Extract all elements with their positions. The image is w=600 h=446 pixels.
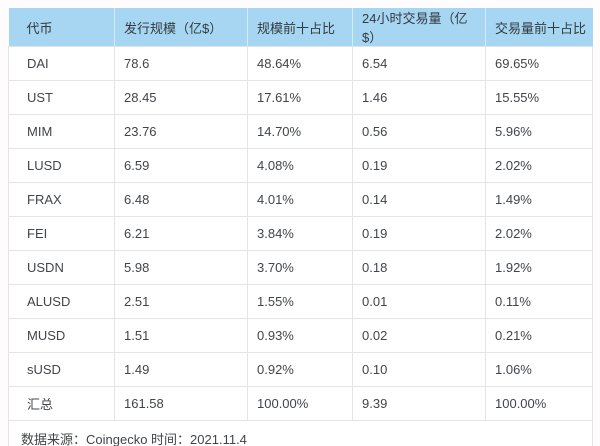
column-header-0: 代币 xyxy=(8,8,115,47)
cell: 1.55% xyxy=(247,284,353,319)
column-header-1: 发行规模（亿$） xyxy=(114,8,248,47)
cell: 6.59 xyxy=(114,148,248,183)
cell: DAI xyxy=(8,46,115,81)
table-row: UST 28.45 17.61% 1.46 15.55% xyxy=(8,80,593,115)
table-row: DAI 78.6 48.64% 6.54 69.65% xyxy=(8,46,593,81)
cell: 1.06% xyxy=(485,352,593,387)
cell: 0.19 xyxy=(352,148,486,183)
table-header-row: 代币 发行规模（亿$） 规模前十占比 24小时交易量（亿$） 交易量前十占比 xyxy=(8,8,593,47)
cell: 100.00% xyxy=(485,386,593,421)
table-row: ALUSD 2.51 1.55% 0.01 0.11% xyxy=(8,284,593,319)
cell: 0.21% xyxy=(485,318,593,353)
table-row: USDN 5.98 3.70% 0.18 1.92% xyxy=(8,250,593,285)
cell: sUSD xyxy=(8,352,115,387)
cell: 0.18 xyxy=(352,250,486,285)
cell: 6.21 xyxy=(114,216,248,251)
stablecoin-data-table: 代币 发行规模（亿$） 规模前十占比 24小时交易量（亿$） 交易量前十占比 DAI 78… xyxy=(8,8,593,446)
cell: 0.93% xyxy=(247,318,353,353)
column-header-3: 24小时交易量（亿$） xyxy=(352,8,486,47)
cell: 0.10 xyxy=(352,352,486,387)
column-header-2: 规模前十占比 xyxy=(247,8,353,47)
stablecoin-table: 代币 发行规模（亿$） 规模前十占比 24小时交易量（亿$） 交易量前十占比 DAI 78… xyxy=(8,8,593,446)
cell: 4.08% xyxy=(247,148,353,183)
cell: 3.84% xyxy=(247,216,353,251)
cell: 0.02 xyxy=(352,318,486,353)
cell: 1.49 xyxy=(114,352,248,387)
table-row: FRAX 6.48 4.01% 0.14 1.49% xyxy=(8,182,593,217)
cell: 0.11% xyxy=(485,284,593,319)
cell: 2.02% xyxy=(485,216,593,251)
table-row: FEI 6.21 3.84% 0.19 2.02% xyxy=(8,216,593,251)
cell: FRAX xyxy=(8,182,115,217)
cell: 6.54 xyxy=(352,46,486,81)
cell: 6.48 xyxy=(114,182,248,217)
cell: ALUSD xyxy=(8,284,115,319)
cell: 161.58 xyxy=(114,386,248,421)
cell: 28.45 xyxy=(114,80,248,115)
cell: 17.61% xyxy=(247,80,353,115)
cell: MUSD xyxy=(8,318,115,353)
cell: 100.00% xyxy=(247,386,353,421)
table-row: sUSD 1.49 0.92% 0.10 1.06% xyxy=(8,352,593,387)
cell: 3.70% xyxy=(247,250,353,285)
table-row: LUSD 6.59 4.08% 0.19 2.02% xyxy=(8,148,593,183)
cell: MIM xyxy=(8,114,115,149)
cell: 0.19 xyxy=(352,216,486,251)
cell: 4.01% xyxy=(247,182,353,217)
table-row: 汇总 161.58 100.00% 9.39 100.00% xyxy=(8,386,593,421)
cell: 1.46 xyxy=(352,80,486,115)
cell: LUSD xyxy=(8,148,115,183)
data-source-note: 数据来源：Coingecko 时间：2021.11.4 xyxy=(8,420,593,446)
cell: 78.6 xyxy=(114,46,248,81)
table-row: MUSD 1.51 0.93% 0.02 0.21% xyxy=(8,318,593,353)
cell: 0.56 xyxy=(352,114,486,149)
cell: USDN xyxy=(8,250,115,285)
cell: 48.64% xyxy=(247,46,353,81)
cell: 2.02% xyxy=(485,148,593,183)
footer-row: 数据来源：Coingecko 时间：2021.11.4 xyxy=(8,420,593,446)
cell: FEI xyxy=(8,216,115,251)
cell: 2.51 xyxy=(114,284,248,319)
cell: 69.65% xyxy=(485,46,593,81)
table-row: MIM 23.76 14.70% 0.56 5.96% xyxy=(8,114,593,149)
cell: 1.51 xyxy=(114,318,248,353)
cell: 5.98 xyxy=(114,250,248,285)
cell: 5.96% xyxy=(485,114,593,149)
cell: 23.76 xyxy=(114,114,248,149)
table-body: DAI 78.6 48.64% 6.54 69.65% UST 28.45 17.61% 1.4… xyxy=(8,46,593,421)
cell: 15.55% xyxy=(485,80,593,115)
cell: 9.39 xyxy=(352,386,486,421)
cell: 汇总 xyxy=(8,386,115,421)
cell: 0.14 xyxy=(352,182,486,217)
cell: 1.49% xyxy=(485,182,593,217)
cell: UST xyxy=(8,80,115,115)
cell: 0.92% xyxy=(247,352,353,387)
cell: 1.92% xyxy=(485,250,593,285)
cell: 14.70% xyxy=(247,114,353,149)
column-header-4: 交易量前十占比 xyxy=(485,8,593,47)
cell: 0.01 xyxy=(352,284,486,319)
